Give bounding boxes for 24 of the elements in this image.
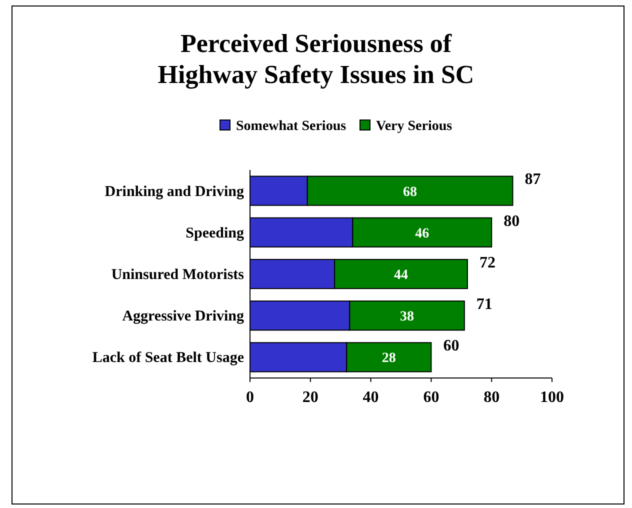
total-label: 87 (524, 171, 541, 188)
total-label: 80 (504, 212, 520, 230)
legend-label: Very Serious (376, 119, 453, 134)
x-tick-label: 100 (540, 389, 564, 406)
y-tick-label: Aggressive Driving (122, 308, 244, 325)
y-tick-label: Speeding (186, 225, 244, 242)
total-label: 60 (443, 338, 460, 355)
total-label: 71 (476, 296, 492, 314)
data-label: 44 (394, 268, 408, 283)
x-tick-label: 40 (362, 389, 379, 406)
data-label: 38 (400, 310, 414, 325)
chart-title: Perceived Seriousness of Highway Safety Issues in SC (158, 29, 474, 89)
legend-label: Somewhat Serious (236, 119, 347, 134)
x-tick-label: 0 (246, 389, 254, 406)
data-label: 46 (415, 226, 430, 242)
y-tick-label: Drinking and Driving (104, 184, 244, 200)
data-label: 28 (382, 351, 396, 366)
y-tick-label: Uninsured Motorists (111, 267, 244, 283)
data-label: 68 (403, 184, 418, 200)
x-tick-label: 60 (423, 389, 440, 406)
x-tick-label: 80 (484, 389, 500, 406)
total-label: 72 (479, 254, 496, 272)
y-tick-label: Lack of Seat Belt Usage (92, 350, 244, 366)
x-tick-label: 20 (302, 389, 318, 406)
